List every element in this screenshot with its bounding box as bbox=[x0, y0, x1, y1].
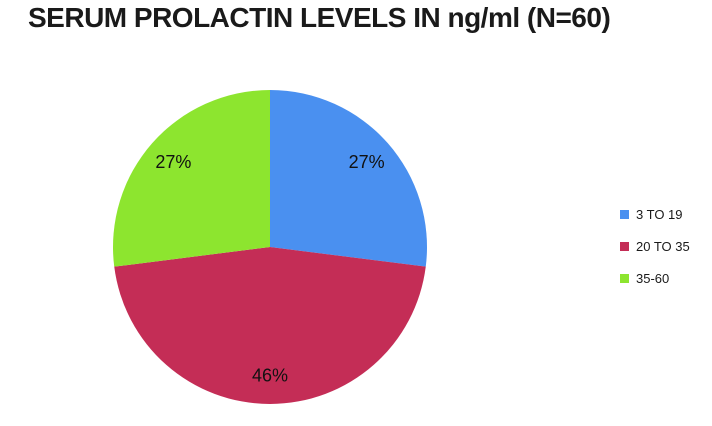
legend-swatch-icon bbox=[620, 273, 629, 283]
legend: 3 TO 19 20 TO 35 35-60 bbox=[620, 207, 690, 303]
chart-title: SERUM PROLACTIN LEVELS IN ng/ml (N=60) bbox=[28, 2, 611, 33]
legend-swatch-icon bbox=[620, 241, 629, 251]
slice-data-label: 27% bbox=[349, 152, 385, 172]
pie-slice-20-to-35 bbox=[114, 247, 426, 404]
pie-slice-3-to-19 bbox=[270, 90, 427, 267]
pie-slice-35-60 bbox=[113, 90, 271, 267]
legend-label: 35-60 bbox=[636, 270, 670, 286]
legend-label: 20 TO 35 bbox=[636, 238, 690, 254]
slice-data-label: 46% bbox=[252, 366, 288, 386]
legend-item-20-to-35: 20 TO 35 bbox=[620, 238, 690, 254]
legend-item-3-to-19: 3 TO 19 bbox=[620, 206, 690, 222]
legend-item-35-60: 35-60 bbox=[620, 270, 690, 286]
legend-label: 3 TO 19 bbox=[636, 206, 683, 222]
slice-data-label: 27% bbox=[155, 152, 191, 172]
legend-swatch-icon bbox=[620, 209, 629, 219]
